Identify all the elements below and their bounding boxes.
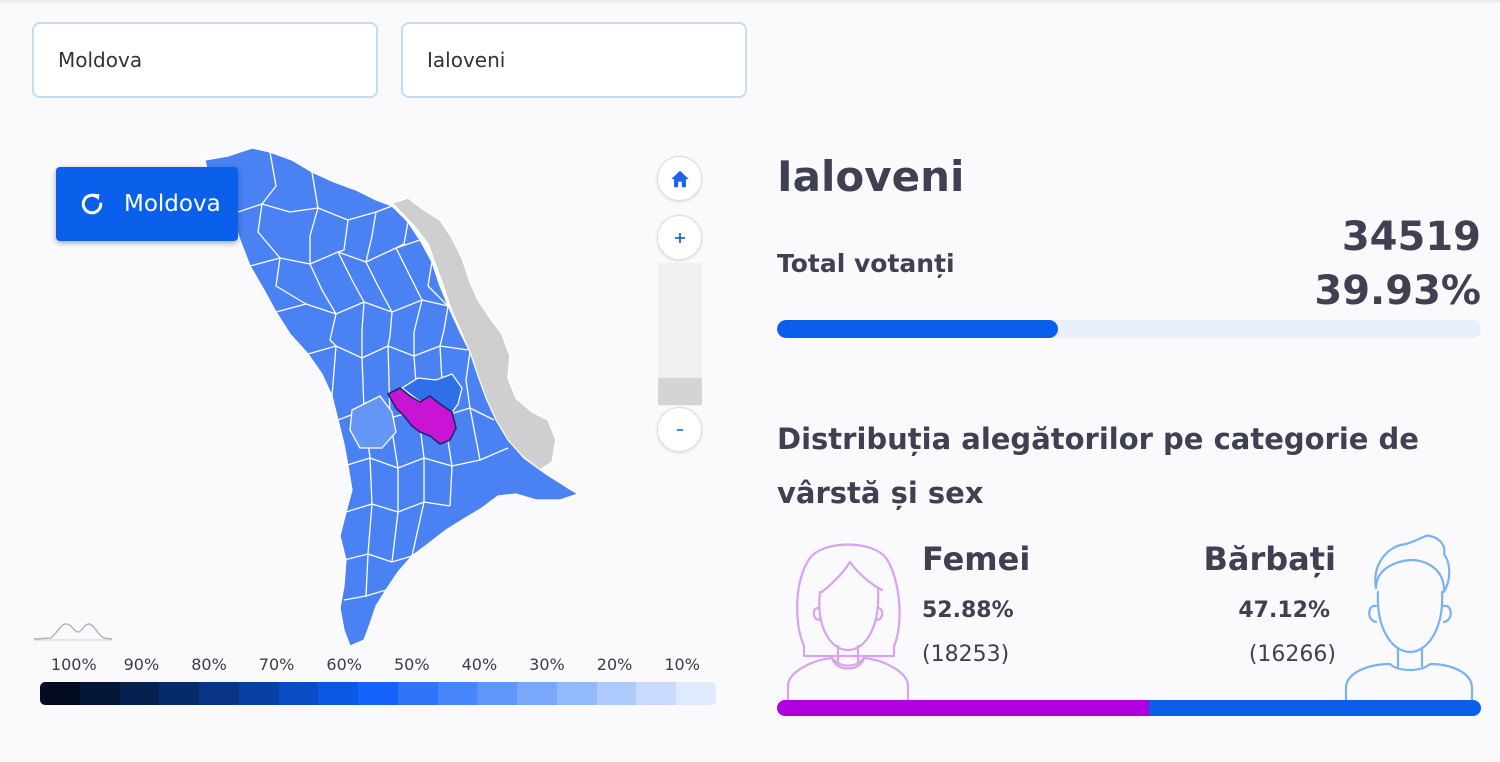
country-select[interactable]: Moldova [32,22,378,98]
legend-label: 30% [529,655,565,674]
legend-label: 10% [664,655,700,674]
legend-swatch [676,682,716,705]
female-label: Femei [922,540,1031,578]
legend-swatch [119,682,160,705]
male-percent: 47.12% [1238,598,1330,623]
legend-swatch [238,682,279,705]
total-voters-label: Total votanți [777,249,955,278]
legend-label: 60% [326,655,362,674]
male-label: Bărbați [1203,540,1336,578]
home-button[interactable] [657,156,702,201]
legend-swatch [596,682,637,705]
legend-swatch [636,682,677,705]
reset-map-label: Moldova [124,191,221,217]
legend-swatch [517,682,557,705]
district-title: Ialoveni [777,152,965,201]
top-divider [0,0,1500,3]
total-voters-percent: 39.93% [1314,268,1481,314]
male-avatar-icon [1344,534,1474,702]
district-select[interactable]: Ialoveni [401,22,747,98]
legend-swatch [397,682,438,705]
legend-label: 20% [596,655,633,674]
country-select-value: Moldova [58,48,143,72]
home-icon [670,170,689,187]
reset-map-button[interactable]: Moldova [56,167,238,241]
legend-swatch [477,682,518,705]
gender-distribution-bar [777,700,1481,716]
legend-swatch [159,682,200,705]
female-count: (18253) [922,642,1010,667]
transnistria-region [390,197,557,471]
turnout-progress-fill [777,320,1059,338]
legend-swatch [358,682,398,705]
legend-label: 80% [191,655,227,674]
female-avatar-icon [786,543,910,702]
zoom-in-button[interactable] [657,215,702,260]
zoom-slider-handle[interactable] [658,378,702,405]
legend-swatch [556,682,597,705]
moldova-map[interactable] [200,140,600,660]
legend-swatch [318,682,359,705]
legend-color-scale [40,682,716,705]
zoom-out-button[interactable] [657,407,702,452]
gender-bar-female-segment [777,700,1150,716]
legend-label: 100% [50,655,97,674]
zoom-out-icon [676,428,683,431]
zoom-in-icon [674,232,685,243]
refresh-icon [81,193,103,215]
map-svg[interactable] [200,140,600,660]
legend-swatch [79,682,120,705]
legend-label: 40% [461,655,498,674]
minimap-icon[interactable] [32,618,114,642]
legend-label: 90% [123,655,160,674]
legend-swatch [199,682,239,705]
distribution-title: Distribuția alegătorilor pe categorie de… [777,422,1419,510]
legend-labels: 100% 90% 80% 70% 60% 50% 40% 30% 20% 10% [40,655,716,677]
male-count: (16266) [1248,642,1336,667]
region-chisinau-lighter [349,395,397,449]
total-voters-count: 34519 [1341,214,1481,260]
legend-swatch [40,682,80,705]
female-percent: 52.88% [922,598,1014,623]
legend-swatch [278,682,319,705]
legend-swatch [437,682,478,705]
gender-bar-male-segment [1149,700,1481,716]
turnout-progress-bar [777,320,1481,338]
legend-label: 70% [258,655,295,674]
region-borders [231,151,509,601]
region-ialoveni-highlighted[interactable] [386,387,457,445]
legend-label: 50% [393,655,430,674]
district-select-value: Ialoveni [427,48,506,72]
